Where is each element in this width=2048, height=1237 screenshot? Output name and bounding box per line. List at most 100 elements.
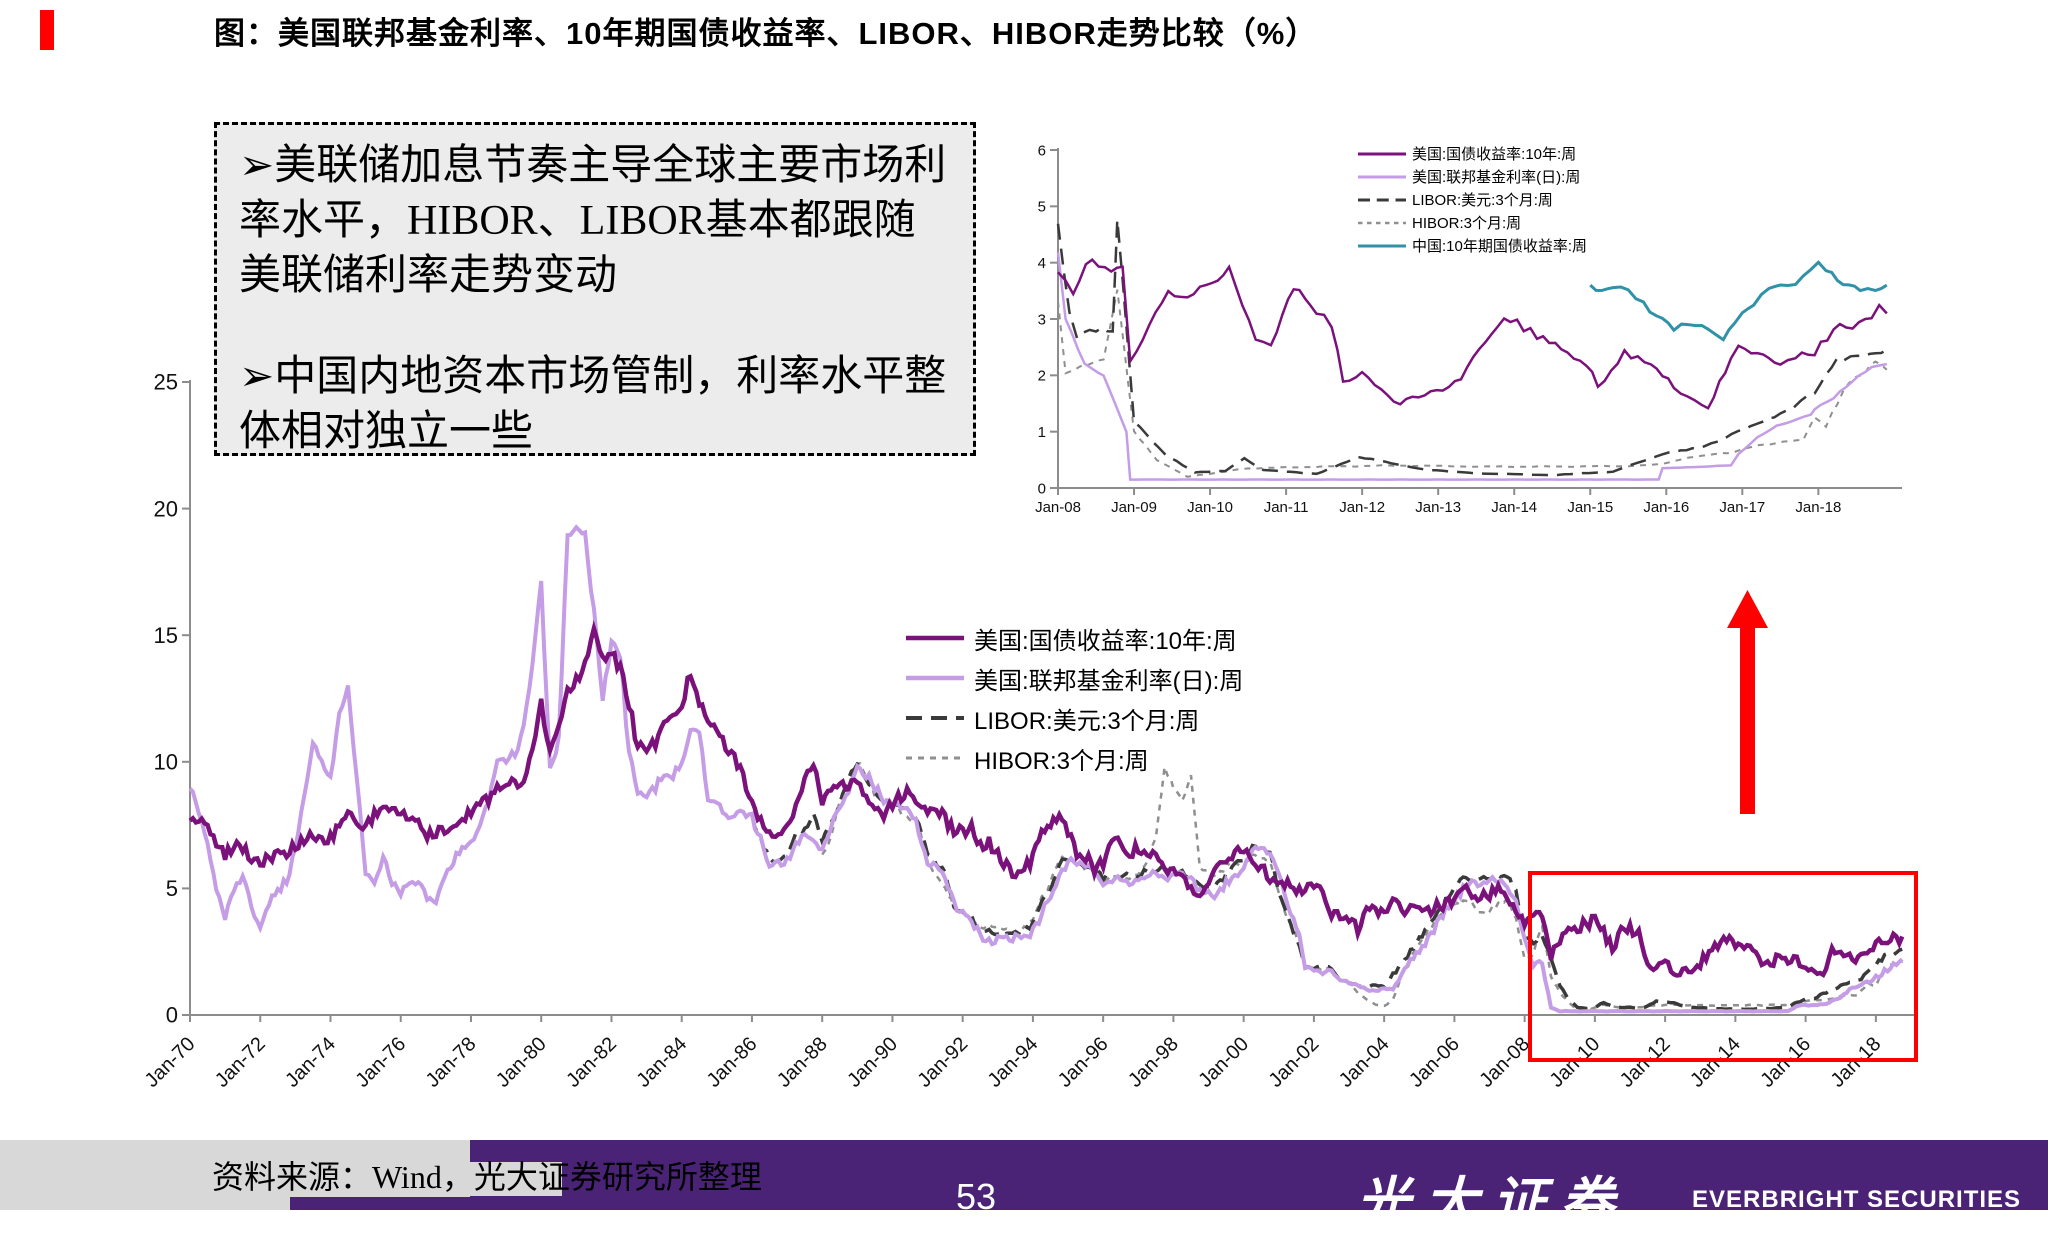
main-x-tick-label: Jan-04 [1335, 1033, 1394, 1092]
main-y-tick-label: 0 [166, 1003, 178, 1028]
inset-x-tick-label: Jan-14 [1491, 499, 1537, 516]
legend-swatch-line [1358, 175, 1406, 178]
main-x-tick-label: Jan-06 [1405, 1033, 1464, 1092]
legend-label: 美国:国债收益率:10年:周 [1412, 146, 1577, 163]
legend-swatch-line [906, 716, 964, 720]
main-x-tick-label: Jan-88 [773, 1033, 832, 1092]
inset-series-2 [1056, 219, 1888, 477]
main-series-1 [188, 524, 1904, 1014]
brand-logo-en: EVERBRIGHT SECURITIES [1692, 1186, 2022, 1213]
inset-x-tick-label: Jan-17 [1719, 499, 1765, 516]
source-note: 资料来源：Wind，光大证券研究所整理 [212, 1159, 762, 1195]
main-x-tick-label: Jan-92 [913, 1033, 972, 1092]
legend-label: LIBOR:美元:3个月:周 [1412, 192, 1553, 209]
main-chart-legend: 美国:国债收益率:10年:周 美国:联邦基金利率(日):周 LIBOR:美元:3个月… [906, 618, 1243, 778]
main-x-tick-label: Jan-74 [281, 1033, 340, 1092]
main-chart: 0 5 10 15 20 25 Jan-70 Jan-72 Jan-74 Jan-76 Jan-78… [130, 370, 1920, 1120]
page-title: 图：美国联邦基金利率、10年期国债收益率、LIBOR、HIBOR走势比较（%） [214, 16, 1318, 51]
main-series-0 [188, 619, 1905, 978]
footer-step-strip [290, 1197, 470, 1210]
legend-swatch-line [1358, 221, 1406, 224]
inset-y-tick-label: 4 [1038, 255, 1046, 272]
legend-swatch-line [906, 756, 964, 760]
inset-x-tick-label: Jan-12 [1339, 499, 1385, 516]
inset-x-tick-label: Jan-08 [1035, 499, 1081, 516]
note-bullet-2: ➢中国内地资本市场管制，利率水平整体相对独立一些 [239, 354, 947, 455]
inset-y-tick-label: 6 [1038, 142, 1046, 159]
legend-item: 中国:10年期国债收益率:周 [1358, 234, 1587, 257]
main-x-tick-label: Jan-18 [1827, 1033, 1886, 1092]
legend-item: 美国:国债收益率:10年:周 [1358, 142, 1587, 165]
inset-x-tick-label: Jan-09 [1111, 499, 1157, 516]
main-y-tick-label: 20 [154, 496, 178, 521]
main-x-tick-label: Jan-96 [1054, 1033, 1113, 1092]
main-x-tick-label: Jan-84 [632, 1033, 691, 1092]
main-x-tick-label: Jan-90 [843, 1033, 902, 1092]
main-series-3 [821, 761, 1903, 1013]
note-bullet-1: ➢美联储加息节奏主导全球主要市场利率水平，HIBOR、LIBOR基本都跟随美联储… [239, 143, 947, 299]
legend-item: 美国:联邦基金利率(日):周 [906, 658, 1243, 698]
main-x-tick-label: Jan-16 [1756, 1033, 1815, 1092]
inset-x-tick-label: Jan-13 [1415, 499, 1461, 516]
title-accent-bar [40, 10, 54, 50]
main-y-tick-label: 25 [154, 370, 178, 395]
inset-y-tick-label: 0 [1038, 480, 1046, 497]
legend-item: 美国:联邦基金利率(日):周 [1358, 165, 1587, 188]
legend-item: 美国:国债收益率:10年:周 [906, 618, 1243, 658]
main-x-tick-label: Jan-98 [1124, 1033, 1183, 1092]
inset-chart-legend: 美国:国债收益率:10年:周 美国:联邦基金利率(日):周 LIBOR:美元:3个月… [1358, 142, 1587, 257]
main-y-tick-label: 10 [154, 750, 178, 775]
inset-x-tick-label: Jan-11 [1264, 499, 1309, 516]
legend-label: 中国:10年期国债收益率:周 [1412, 238, 1588, 255]
legend-item: LIBOR:美元:3个月:周 [906, 698, 1243, 738]
main-x-tick-label: Jan-10 [1546, 1033, 1605, 1092]
main-x-tick-label: Jan-14 [1686, 1033, 1745, 1092]
main-x-tick-label: Jan-94 [984, 1033, 1043, 1092]
legend-label: 美国:国债收益率:10年:周 [974, 627, 1237, 655]
main-x-tick-label: Jan-70 [141, 1033, 200, 1092]
legend-swatch-line [906, 675, 964, 681]
legend-swatch-line [1358, 198, 1406, 201]
inset-y-tick-label: 3 [1038, 311, 1046, 328]
up-arrow-head [1727, 590, 1768, 628]
legend-item: HIBOR:3个月:周 [906, 738, 1243, 778]
main-x-tick-label: Jan-72 [211, 1033, 270, 1092]
inset-y-tick-label: 5 [1038, 199, 1046, 216]
legend-item: HIBOR:3个月:周 [1358, 211, 1587, 234]
main-x-tick-label: Jan-82 [562, 1033, 621, 1092]
legend-swatch-line [1358, 244, 1406, 247]
main-x-tick-label: Jan-80 [492, 1033, 551, 1092]
inset-series-4 [1589, 260, 1888, 342]
legend-swatch-line [906, 635, 964, 641]
inset-x-tick-label: Jan-18 [1795, 499, 1841, 516]
legend-label: LIBOR:美元:3个月:周 [974, 707, 1200, 735]
inset-y-tick-label: 2 [1038, 368, 1046, 385]
main-x-tick-label: Jan-08 [1475, 1033, 1534, 1092]
inset-x-tick-label: Jan-16 [1643, 499, 1689, 516]
brand-logo-cn: 光大证券 [1356, 1173, 1628, 1233]
legend-label: 美国:联邦基金利率(日):周 [974, 667, 1244, 695]
main-y-tick-label: 15 [154, 623, 178, 648]
main-y-tick-label: 5 [166, 876, 178, 901]
main-x-tick-label: Jan-76 [351, 1033, 410, 1092]
footer-step-decoration [470, 1162, 562, 1196]
inset-series-1 [1056, 252, 1888, 481]
main-x-tick-label: Jan-78 [422, 1033, 481, 1092]
note-box: ➢美联储加息节奏主导全球主要市场利率水平，HIBOR、LIBOR基本都跟随美联储… [214, 122, 976, 456]
inset-x-tick-label: Jan-15 [1567, 499, 1613, 516]
up-arrow-shaft [1740, 626, 1755, 814]
main-x-tick-label: Jan-12 [1616, 1033, 1675, 1092]
inset-x-tick-label: Jan-10 [1187, 499, 1233, 516]
inset-series-0 [1057, 258, 1888, 410]
legend-label: HIBOR:3个月:周 [1412, 215, 1522, 232]
main-x-tick-label: Jan-02 [1265, 1033, 1324, 1092]
main-x-tick-label: Jan-86 [703, 1033, 762, 1092]
legend-label: HIBOR:3个月:周 [974, 747, 1149, 775]
main-x-tick-label: Jan-00 [1194, 1033, 1253, 1092]
legend-label: 美国:联邦基金利率(日):周 [1412, 169, 1581, 186]
inset-y-tick-label: 1 [1038, 424, 1046, 441]
inset-chart: 0 1 2 3 4 5 6 Jan-08 Jan-09 Jan-10 Jan-11 Jan-12 Jan… [1020, 140, 2030, 540]
page-number: 53 [956, 1176, 997, 1217]
highlight-rect [1528, 871, 1918, 1062]
